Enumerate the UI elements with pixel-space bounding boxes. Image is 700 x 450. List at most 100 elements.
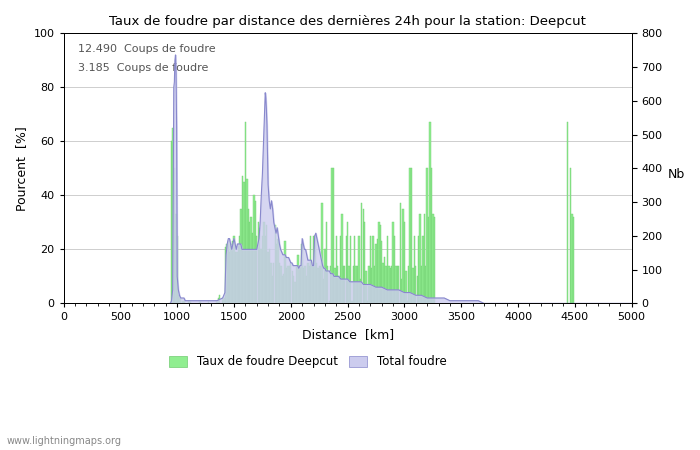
Bar: [276, 244, 277, 303]
Bar: [324, 249, 326, 303]
Bar: [347, 222, 349, 303]
Bar: [323, 279, 324, 303]
Bar: [236, 252, 237, 303]
Bar: [262, 236, 263, 303]
Bar: [226, 244, 228, 303]
Bar: [241, 176, 243, 303]
Bar: [249, 222, 251, 303]
Bar: [375, 244, 377, 303]
Bar: [416, 276, 418, 303]
Bar: [351, 301, 353, 303]
Y-axis label: Pourcent  [%]: Pourcent [%]: [15, 126, 28, 211]
Bar: [327, 266, 328, 303]
Bar: [412, 268, 414, 303]
Bar: [188, 301, 189, 303]
Bar: [286, 268, 287, 303]
Text: 3.185  Coups de foudre: 3.185 Coups de foudre: [78, 63, 208, 73]
Bar: [222, 298, 223, 303]
Bar: [330, 266, 331, 303]
Bar: [395, 266, 397, 303]
Bar: [223, 298, 225, 303]
Bar: [360, 279, 361, 303]
Bar: [174, 168, 175, 303]
Bar: [304, 266, 306, 303]
Bar: [343, 266, 344, 303]
Bar: [398, 266, 400, 303]
Bar: [300, 266, 302, 303]
Bar: [253, 195, 255, 303]
Bar: [349, 266, 350, 303]
Bar: [259, 228, 260, 303]
Bar: [433, 217, 435, 303]
Bar: [228, 241, 229, 303]
Bar: [328, 301, 330, 303]
Bar: [233, 236, 235, 303]
Bar: [272, 276, 273, 303]
Bar: [381, 241, 382, 303]
Bar: [377, 238, 378, 303]
Bar: [245, 122, 246, 303]
Bar: [234, 252, 236, 303]
Bar: [176, 236, 178, 303]
Bar: [179, 298, 181, 303]
Bar: [256, 236, 258, 303]
Bar: [171, 141, 172, 303]
Bar: [295, 282, 296, 303]
Bar: [178, 295, 179, 303]
Bar: [394, 236, 395, 303]
Bar: [371, 268, 372, 303]
Bar: [303, 268, 304, 303]
Bar: [374, 266, 375, 303]
Bar: [571, 214, 573, 303]
Bar: [391, 266, 393, 303]
Bar: [314, 236, 316, 303]
Bar: [356, 266, 357, 303]
Title: Taux de foudre par distance des dernières 24h pour la station: Deepcut: Taux de foudre par distance des dernière…: [109, 15, 586, 28]
Bar: [432, 214, 433, 303]
Bar: [290, 263, 291, 303]
Bar: [410, 168, 411, 303]
Bar: [244, 182, 245, 303]
Bar: [316, 263, 317, 303]
Bar: [364, 222, 365, 303]
Bar: [312, 266, 313, 303]
Bar: [299, 268, 300, 303]
Bar: [283, 274, 284, 303]
Bar: [372, 236, 374, 303]
Bar: [357, 266, 358, 303]
Bar: [421, 266, 422, 303]
Bar: [292, 271, 293, 303]
Bar: [570, 168, 571, 303]
Bar: [183, 301, 185, 303]
Bar: [255, 201, 256, 303]
Bar: [267, 252, 269, 303]
Bar: [337, 266, 338, 303]
Bar: [293, 276, 294, 303]
Bar: [258, 222, 259, 303]
Bar: [232, 241, 233, 303]
Text: www.lightningmaps.org: www.lightningmaps.org: [7, 436, 122, 446]
Legend: Taux de foudre Deepcut, Total foudre: Taux de foudre Deepcut, Total foudre: [164, 351, 451, 373]
Bar: [237, 244, 239, 303]
Bar: [379, 225, 381, 303]
Bar: [269, 249, 270, 303]
Bar: [306, 276, 307, 303]
Bar: [230, 244, 232, 303]
Bar: [358, 236, 360, 303]
Bar: [402, 209, 404, 303]
Bar: [404, 222, 405, 303]
Bar: [309, 266, 310, 303]
Bar: [331, 168, 332, 303]
Bar: [296, 266, 297, 303]
Bar: [225, 247, 226, 303]
Bar: [318, 266, 320, 303]
Bar: [338, 276, 339, 303]
Bar: [260, 249, 262, 303]
Bar: [320, 266, 321, 303]
Bar: [350, 236, 351, 303]
Bar: [251, 217, 252, 303]
Bar: [411, 168, 412, 303]
Bar: [246, 179, 248, 303]
Bar: [424, 214, 425, 303]
Bar: [378, 222, 379, 303]
